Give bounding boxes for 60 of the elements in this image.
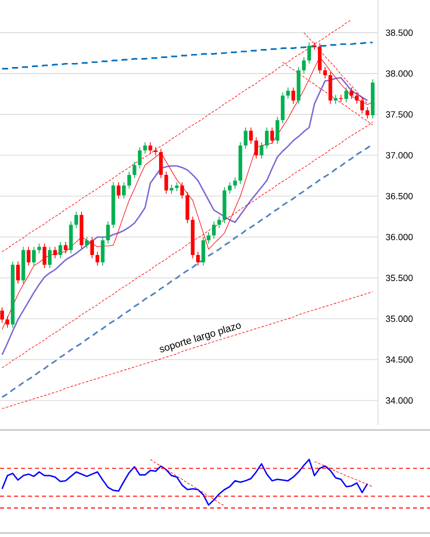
candlestick [64,242,68,254]
candlestick [164,171,168,194]
candlestick [217,216,222,228]
candlestick [291,87,296,104]
y-tick-label: 37.000 [386,152,413,158]
y-tick-label: 36.500 [386,192,413,200]
y-tick-label: 37.500 [386,111,413,118]
candlestick [260,142,264,159]
candlestick [53,246,57,259]
candlestick [106,221,110,244]
candlestick [228,182,232,194]
candlestick [26,246,30,266]
candlestick [249,127,253,144]
candlestick [127,171,132,190]
y-tick-label: 35.500 [386,274,413,282]
candlestick [286,87,290,100]
y-tick-label: 34.000 [386,397,413,404]
candlestick [302,56,306,74]
candlestick [206,232,210,244]
candlestick [16,261,20,284]
y-tick-label: 38.500 [386,30,413,36]
candlestick [170,184,174,194]
candlestick [116,182,120,199]
candlestick [196,251,200,266]
candlestick [264,127,269,150]
candlestick [48,246,52,268]
candlestick [307,42,312,64]
candlestick [90,236,94,259]
candlestick [344,87,348,103]
candlestick [143,142,147,154]
candlestick [323,66,327,79]
candlestick [276,116,280,144]
candlestick [334,94,338,104]
candlestick [339,94,343,103]
candlestick [366,106,370,119]
candlestick [122,182,126,199]
y-tick-label: 36.000 [386,234,413,240]
candlestick [270,127,274,144]
y-tick-label: 38.000 [386,70,413,77]
candlestick [100,236,105,266]
candlestick [74,211,78,228]
candlestick [244,127,248,150]
candlestick [254,136,258,159]
candlestick [350,87,354,100]
candlestick [32,246,36,266]
candlestick [180,182,184,199]
candlestick [233,176,237,190]
candlestick [0,306,4,324]
annotation: soporte largo plazo [160,323,241,352]
y-tick-label: 34.500 [386,356,413,363]
candlestick [96,251,100,266]
candlestick [42,243,46,268]
candlestick [212,221,216,240]
candlestick [132,161,136,179]
candlestick [201,236,206,266]
candlestick [159,148,163,179]
candlestick [148,142,152,154]
candlestick [58,242,62,259]
candlestick [138,146,142,169]
y-tick-label: 35.000 [386,316,413,322]
